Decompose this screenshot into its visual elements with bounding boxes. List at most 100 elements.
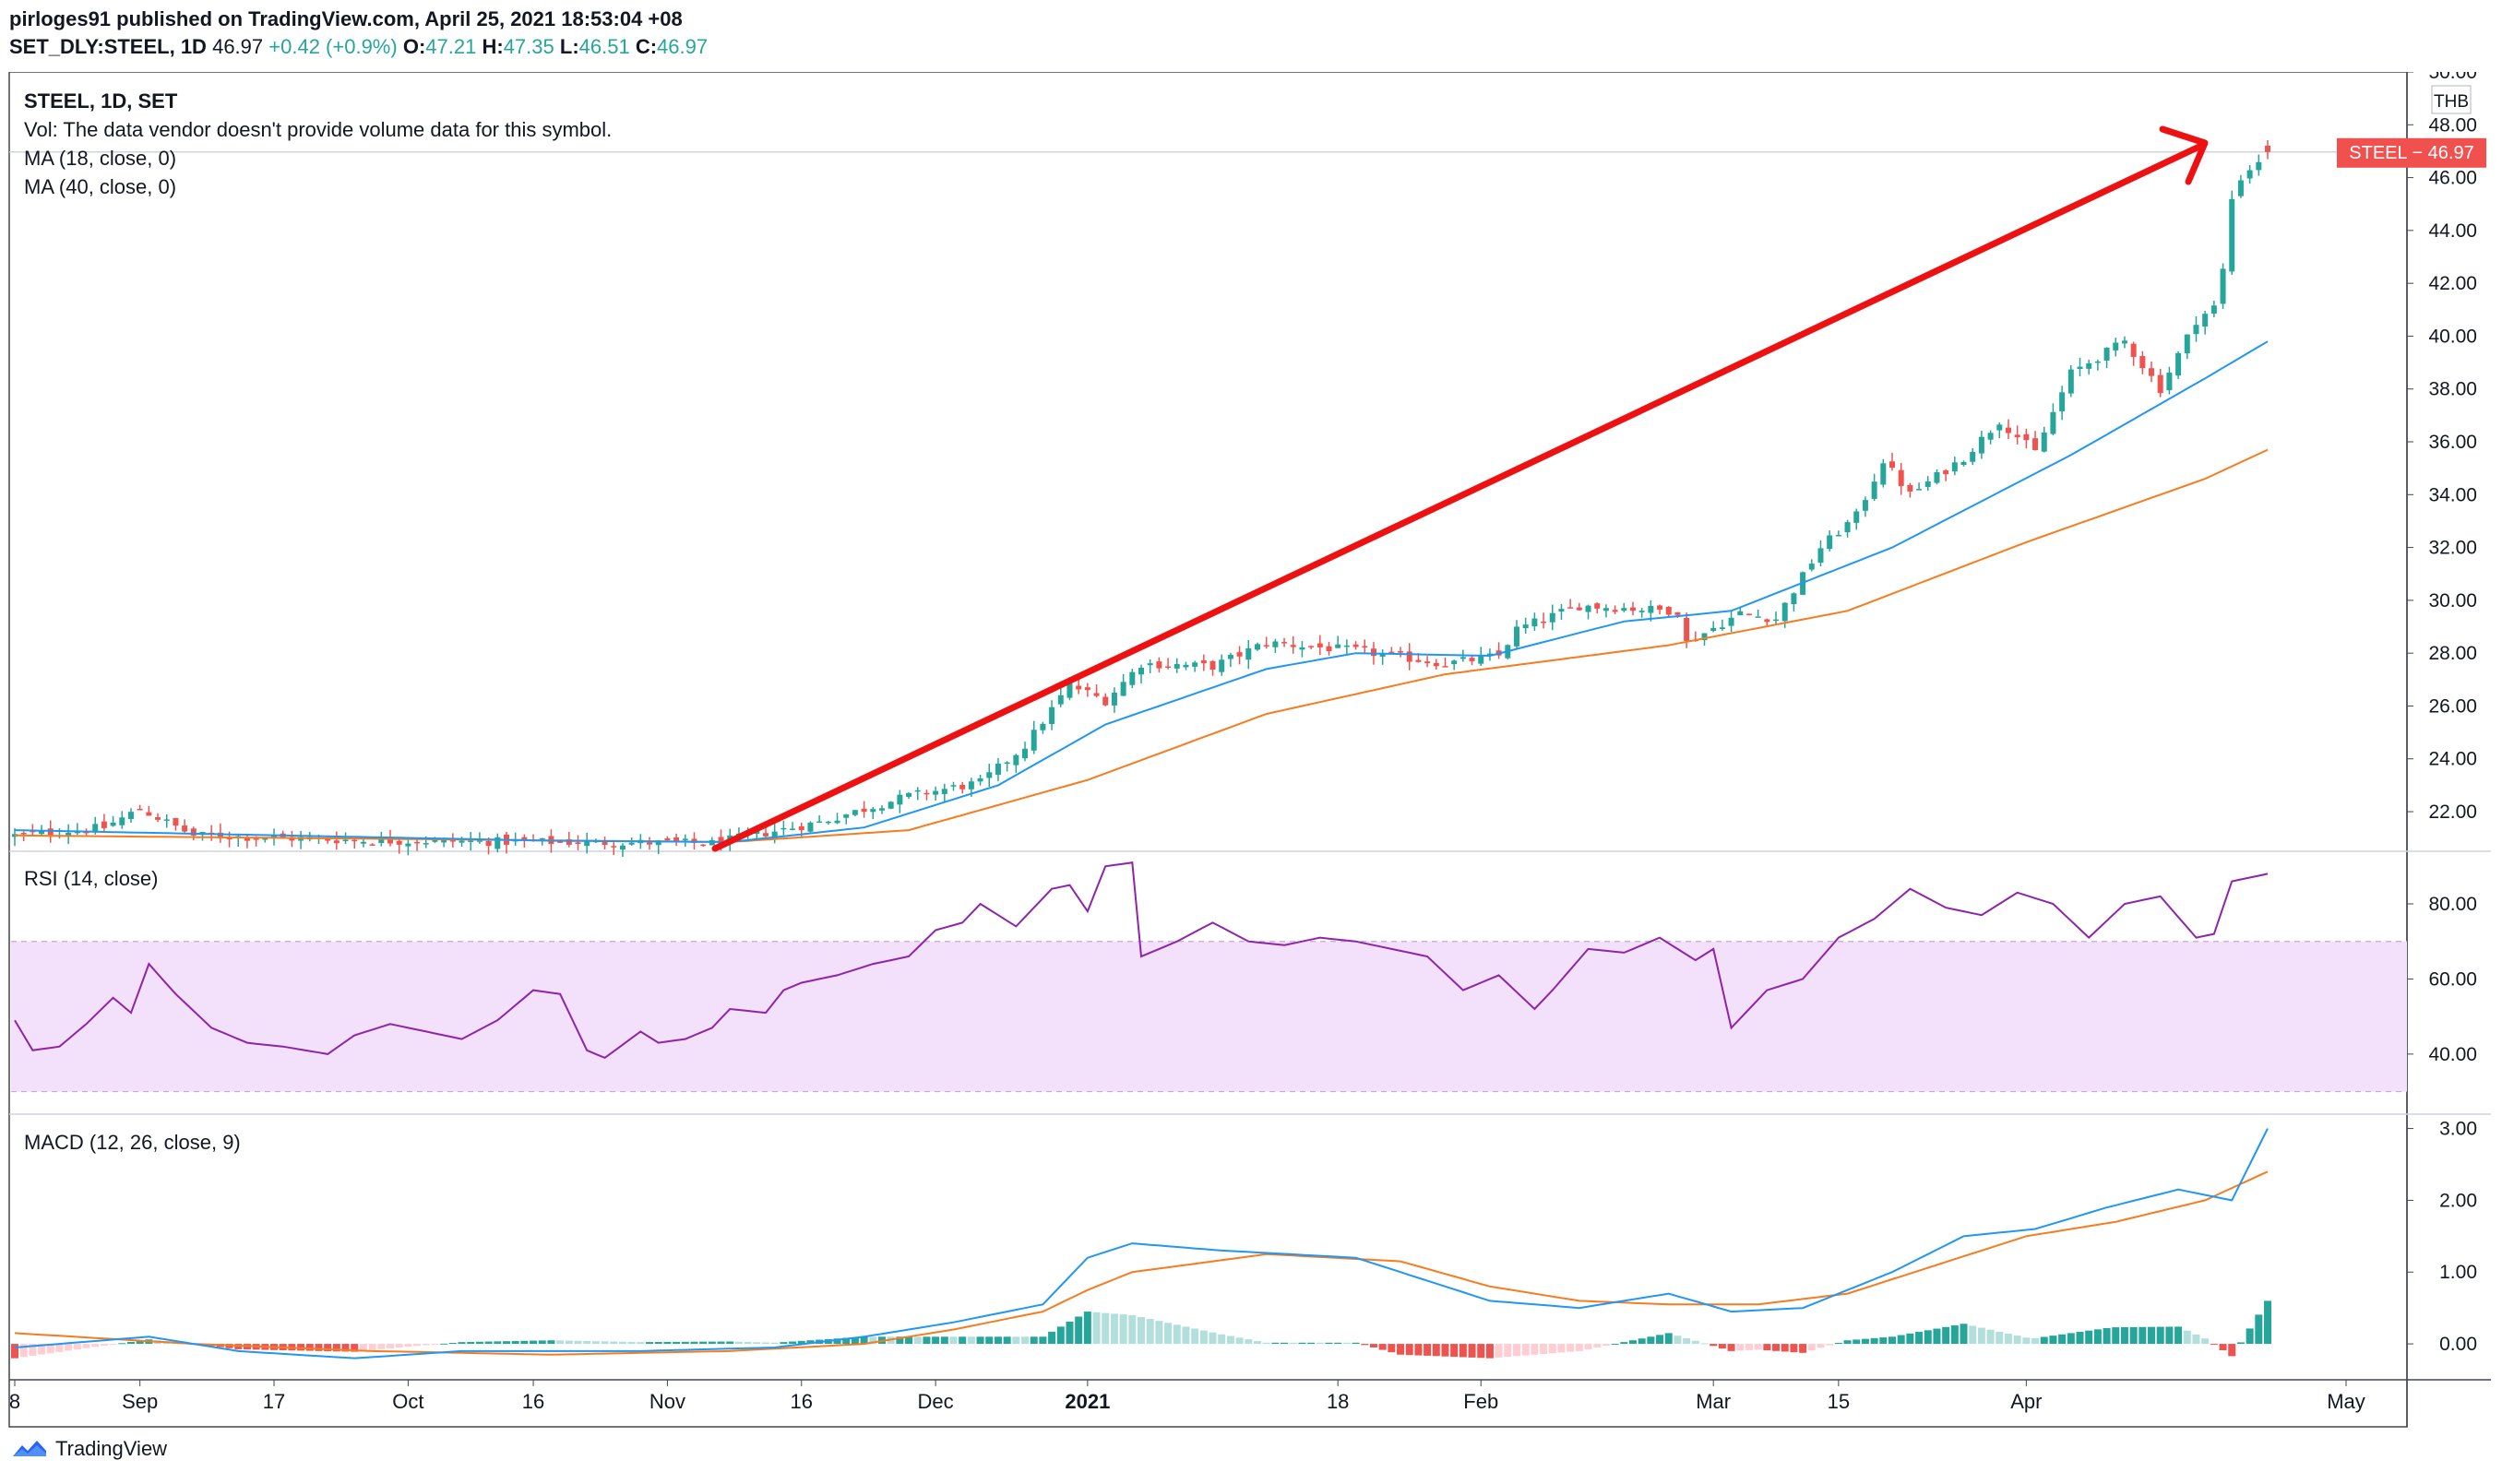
- time-tick-label: May: [2327, 1390, 2365, 1413]
- macd-histogram-bar: [1262, 1342, 1270, 1345]
- candle-body: [977, 778, 983, 782]
- macd-histogram-bar: [1056, 1326, 1065, 1345]
- time-tick-label: Apr: [2010, 1390, 2042, 1413]
- macd-histogram-bar: [1897, 1335, 1905, 1345]
- candle-body: [664, 838, 671, 841]
- candle-body: [843, 814, 850, 818]
- legend-ma40[interactable]: MA (40, close, 0): [24, 175, 176, 198]
- legend-rsi[interactable]: RSI (14, close): [24, 867, 159, 890]
- macd-histogram-bar: [1226, 1336, 1234, 1345]
- macd-histogram-bar: [1754, 1344, 1762, 1350]
- last-price-badge-text: STEEL − 46.97: [2349, 143, 2473, 163]
- macd-histogram-bar: [1861, 1338, 1869, 1345]
- candle-body: [1960, 462, 1967, 466]
- candle-body: [1370, 648, 1376, 657]
- time-tick-label: 16: [791, 1390, 813, 1413]
- macd-histogram-bar: [2183, 1330, 2191, 1345]
- macd-histogram-bar: [1817, 1344, 1825, 1348]
- macd-histogram-bar: [126, 1341, 135, 1345]
- candle-body: [1013, 754, 1019, 766]
- macd-histogram-bar: [305, 1344, 314, 1351]
- macd-histogram-bar: [1700, 1343, 1709, 1345]
- legend-macd[interactable]: MACD (12, 26, close, 9): [24, 1131, 241, 1154]
- legend-ma18[interactable]: MA (18, close, 0): [24, 147, 176, 170]
- macd-histogram-bar: [2049, 1336, 2057, 1345]
- macd-histogram-bar: [913, 1336, 922, 1345]
- candle-body: [155, 817, 161, 820]
- macd-histogram-bar: [1996, 1331, 2004, 1345]
- macd-histogram-bar: [46, 1344, 54, 1354]
- trend-arrow[interactable]: [711, 125, 2209, 852]
- macd-histogram-bar: [770, 1342, 779, 1345]
- candle-body: [1880, 463, 1887, 485]
- rsi-pane: 40.00 60.00 80.00: [11, 861, 2477, 1093]
- candle-body: [1460, 657, 1466, 659]
- macd-histogram-bar: [1441, 1344, 1449, 1357]
- rsi-tick-label: 40.00: [2428, 1044, 2477, 1065]
- candle-body: [1755, 616, 1761, 618]
- candle-body: [2166, 373, 2173, 391]
- macd-histogram-bar: [1369, 1344, 1377, 1347]
- macd-histogram-bar: [932, 1336, 940, 1345]
- macd-histogram-bar: [601, 1341, 609, 1345]
- candle-body: [163, 819, 170, 821]
- candle-body: [1835, 534, 1841, 537]
- macd-histogram-bar: [1298, 1342, 1306, 1345]
- candle-body: [1808, 564, 1815, 570]
- candle-body: [628, 842, 635, 845]
- candle-body: [1541, 621, 1547, 623]
- candle-body: [584, 840, 590, 847]
- macd-histogram-bar: [1727, 1344, 1735, 1351]
- macd-histogram-bar: [1388, 1344, 1396, 1353]
- candle-body: [2050, 411, 2056, 434]
- macd-histogram-bar: [377, 1344, 386, 1349]
- candle-body: [1934, 471, 1940, 483]
- candle-body: [700, 844, 707, 847]
- macd-histogram-bar: [1557, 1344, 1566, 1353]
- rsi-tick-label: 80.00: [2428, 894, 2477, 915]
- candle-body: [602, 840, 608, 846]
- rsi-line: [14, 861, 2269, 1060]
- macd-histogram-bar: [2058, 1334, 2067, 1345]
- candle-body: [1916, 489, 1923, 491]
- macd-histogram-bar: [1521, 1344, 1530, 1356]
- chart-canvas[interactable]: 22.00 24.00 26.00 28.00 30.00 32.00 34.00 36.00…: [0, 72, 2502, 1428]
- price-tick-label: 50.00: [2428, 72, 2477, 83]
- macd-histogram-bar: [1092, 1312, 1101, 1345]
- candle-body: [1817, 548, 1824, 564]
- candle-body: [12, 834, 18, 837]
- macd-histogram-bar: [646, 1342, 654, 1345]
- candle-body: [1791, 593, 1797, 605]
- open-value: 47.21: [425, 35, 477, 58]
- footer-brand[interactable]: TradingView: [55, 1437, 168, 1460]
- price-tick-label: 46.00: [2428, 168, 2477, 189]
- macd-histogram-bar: [1826, 1344, 1834, 1346]
- macd-histogram-bar: [1924, 1330, 1932, 1345]
- macd-histogram-bar: [2085, 1330, 2093, 1345]
- time-axis: 8 Sep 17 Oct 16 Nov 16 Dec 2021 18 Feb Mar 15 Apr May: [9, 1380, 2365, 1413]
- candle-body: [1406, 651, 1412, 662]
- candle-body: [1764, 619, 1770, 623]
- candle-body: [557, 841, 564, 843]
- candle-body: [396, 840, 402, 845]
- macd-histogram-bar: [413, 1344, 422, 1347]
- time-tick-label: Mar: [1696, 1390, 1731, 1413]
- macd-histogram-bar: [1235, 1337, 1244, 1345]
- macd-histogram-bar: [1414, 1344, 1423, 1356]
- macd-histogram-bar: [1361, 1344, 1369, 1346]
- time-tick-label: 2021: [1065, 1390, 1110, 1413]
- macd-histogram-bar: [1102, 1312, 1110, 1345]
- candle-body: [1209, 660, 1216, 671]
- candle-body: [1996, 424, 2003, 431]
- macd-histogram-bar: [1718, 1344, 1726, 1349]
- macd-histogram-bar: [1030, 1336, 1038, 1345]
- candle-body: [325, 837, 331, 841]
- candle-body: [906, 792, 912, 797]
- candle-body: [432, 839, 438, 842]
- macd-histogram-bar: [91, 1344, 100, 1347]
- macd-histogram-bar: [324, 1344, 332, 1352]
- macd-histogram-bar: [1942, 1326, 1950, 1345]
- macd-histogram-bar: [118, 1343, 126, 1345]
- macd-histogram-bar: [1853, 1339, 1861, 1345]
- candle-body: [1898, 469, 1904, 486]
